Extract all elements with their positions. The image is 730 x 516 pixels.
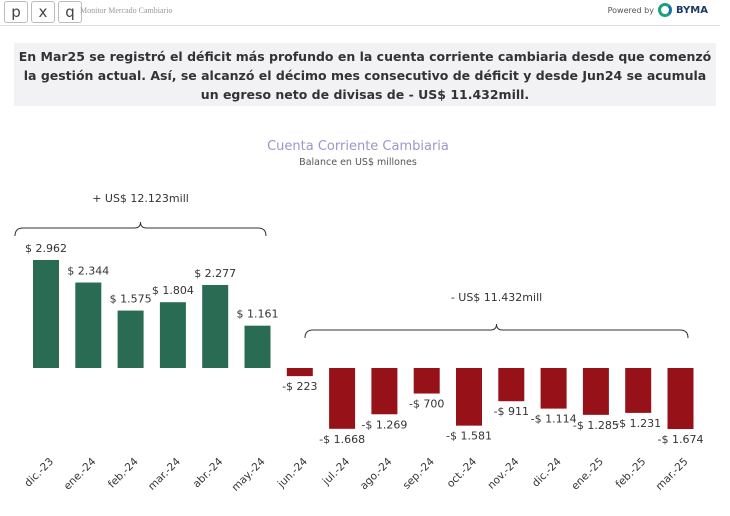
- bracket: [14, 221, 267, 237]
- x-tick-label: abr.-24: [191, 455, 226, 490]
- data-label: -$ 1.114: [531, 413, 577, 426]
- annotation-label: - US$ 11.432mill: [451, 291, 542, 304]
- chart-subtitle: Balance en US$ millones: [299, 157, 417, 168]
- data-label: -$ 1.674: [658, 433, 704, 446]
- bar-jun.-24: [286, 368, 313, 377]
- data-label: -$ 1.269: [361, 418, 407, 431]
- logo-letter: x: [31, 1, 55, 23]
- x-tick-label: feb.-24: [106, 455, 141, 490]
- data-label: $ 2.962: [25, 242, 67, 255]
- summary-banner: En Mar25 se registró el déficit más prof…: [14, 43, 716, 106]
- bar-sep.-24: [413, 368, 440, 394]
- pxq-logo: p x q: [4, 1, 82, 23]
- x-tick-label: oct.-24: [445, 455, 480, 490]
- byma-logo-icon: [657, 3, 672, 17]
- bar-abr.-24: [202, 284, 229, 368]
- header: p x q Monitor Mercado Cambiario Powered …: [0, 0, 720, 26]
- bar-feb.-25: [625, 368, 652, 413]
- data-label: -$ 1.581: [446, 430, 492, 443]
- powered-by: Powered by BYMA: [608, 3, 708, 17]
- brand-name: BYMA: [675, 4, 708, 16]
- x-tick-label: may.-24: [230, 455, 268, 493]
- logo-letter: p: [4, 1, 28, 23]
- x-tick-label: mar.-25: [653, 456, 690, 493]
- x-tick-label: sep.-24: [401, 455, 437, 491]
- x-tick-label: feb.-25: [613, 456, 648, 491]
- x-tick-label: nov.-24: [485, 455, 521, 491]
- data-label: $ 1.804: [152, 284, 194, 297]
- chart-title: Cuenta Corriente Cambiaria: [267, 139, 449, 154]
- bar-ago.-24: [371, 368, 398, 415]
- bar-ene.-24: [75, 282, 102, 368]
- data-label: $ 1.161: [237, 308, 279, 321]
- bar-mar.-24: [159, 302, 186, 368]
- data-label: $ 2.344: [67, 265, 109, 278]
- bar-mar.-25: [667, 368, 694, 430]
- data-label: -$ 223: [282, 380, 317, 393]
- data-label: -$ 1.285: [573, 419, 619, 432]
- x-tick-label: dic.-23: [22, 456, 56, 490]
- header-subtitle: Monitor Mercado Cambiario: [80, 6, 173, 15]
- bar-oct.-24: [456, 368, 482, 426]
- x-tick-label: dic.-24: [530, 455, 564, 489]
- logo-letter: q: [58, 1, 82, 23]
- bar-dic.-24: [540, 368, 567, 409]
- data-label: -$ 1.231: [615, 417, 661, 430]
- bar-ene.-25: [582, 368, 609, 415]
- powered-by-label: Powered by: [607, 5, 654, 15]
- data-label: -$ 911: [494, 405, 529, 418]
- x-tick-label: jul.-24: [320, 455, 353, 488]
- x-tick-label: jun.-24: [275, 455, 310, 490]
- annotation-label: + US$ 12.123mill: [92, 192, 189, 205]
- data-label: $ 2.277: [194, 267, 236, 280]
- data-label: -$ 700: [409, 398, 444, 411]
- bar-feb.-24: [117, 310, 144, 368]
- x-tick-label: ene.-25: [569, 456, 606, 493]
- x-tick-label: mar.-24: [146, 455, 183, 492]
- x-tick-label: ago.-24: [358, 455, 395, 492]
- bar-jul.-24: [329, 368, 356, 429]
- bracket: [304, 323, 689, 339]
- data-label: $ 1.575: [110, 293, 152, 306]
- bar-dic.-23: [33, 260, 59, 368]
- x-tick-label: ene.-24: [62, 455, 99, 492]
- data-label: -$ 1.668: [319, 433, 365, 446]
- bar-nov.-24: [498, 368, 525, 402]
- bar-may.-24: [244, 325, 271, 368]
